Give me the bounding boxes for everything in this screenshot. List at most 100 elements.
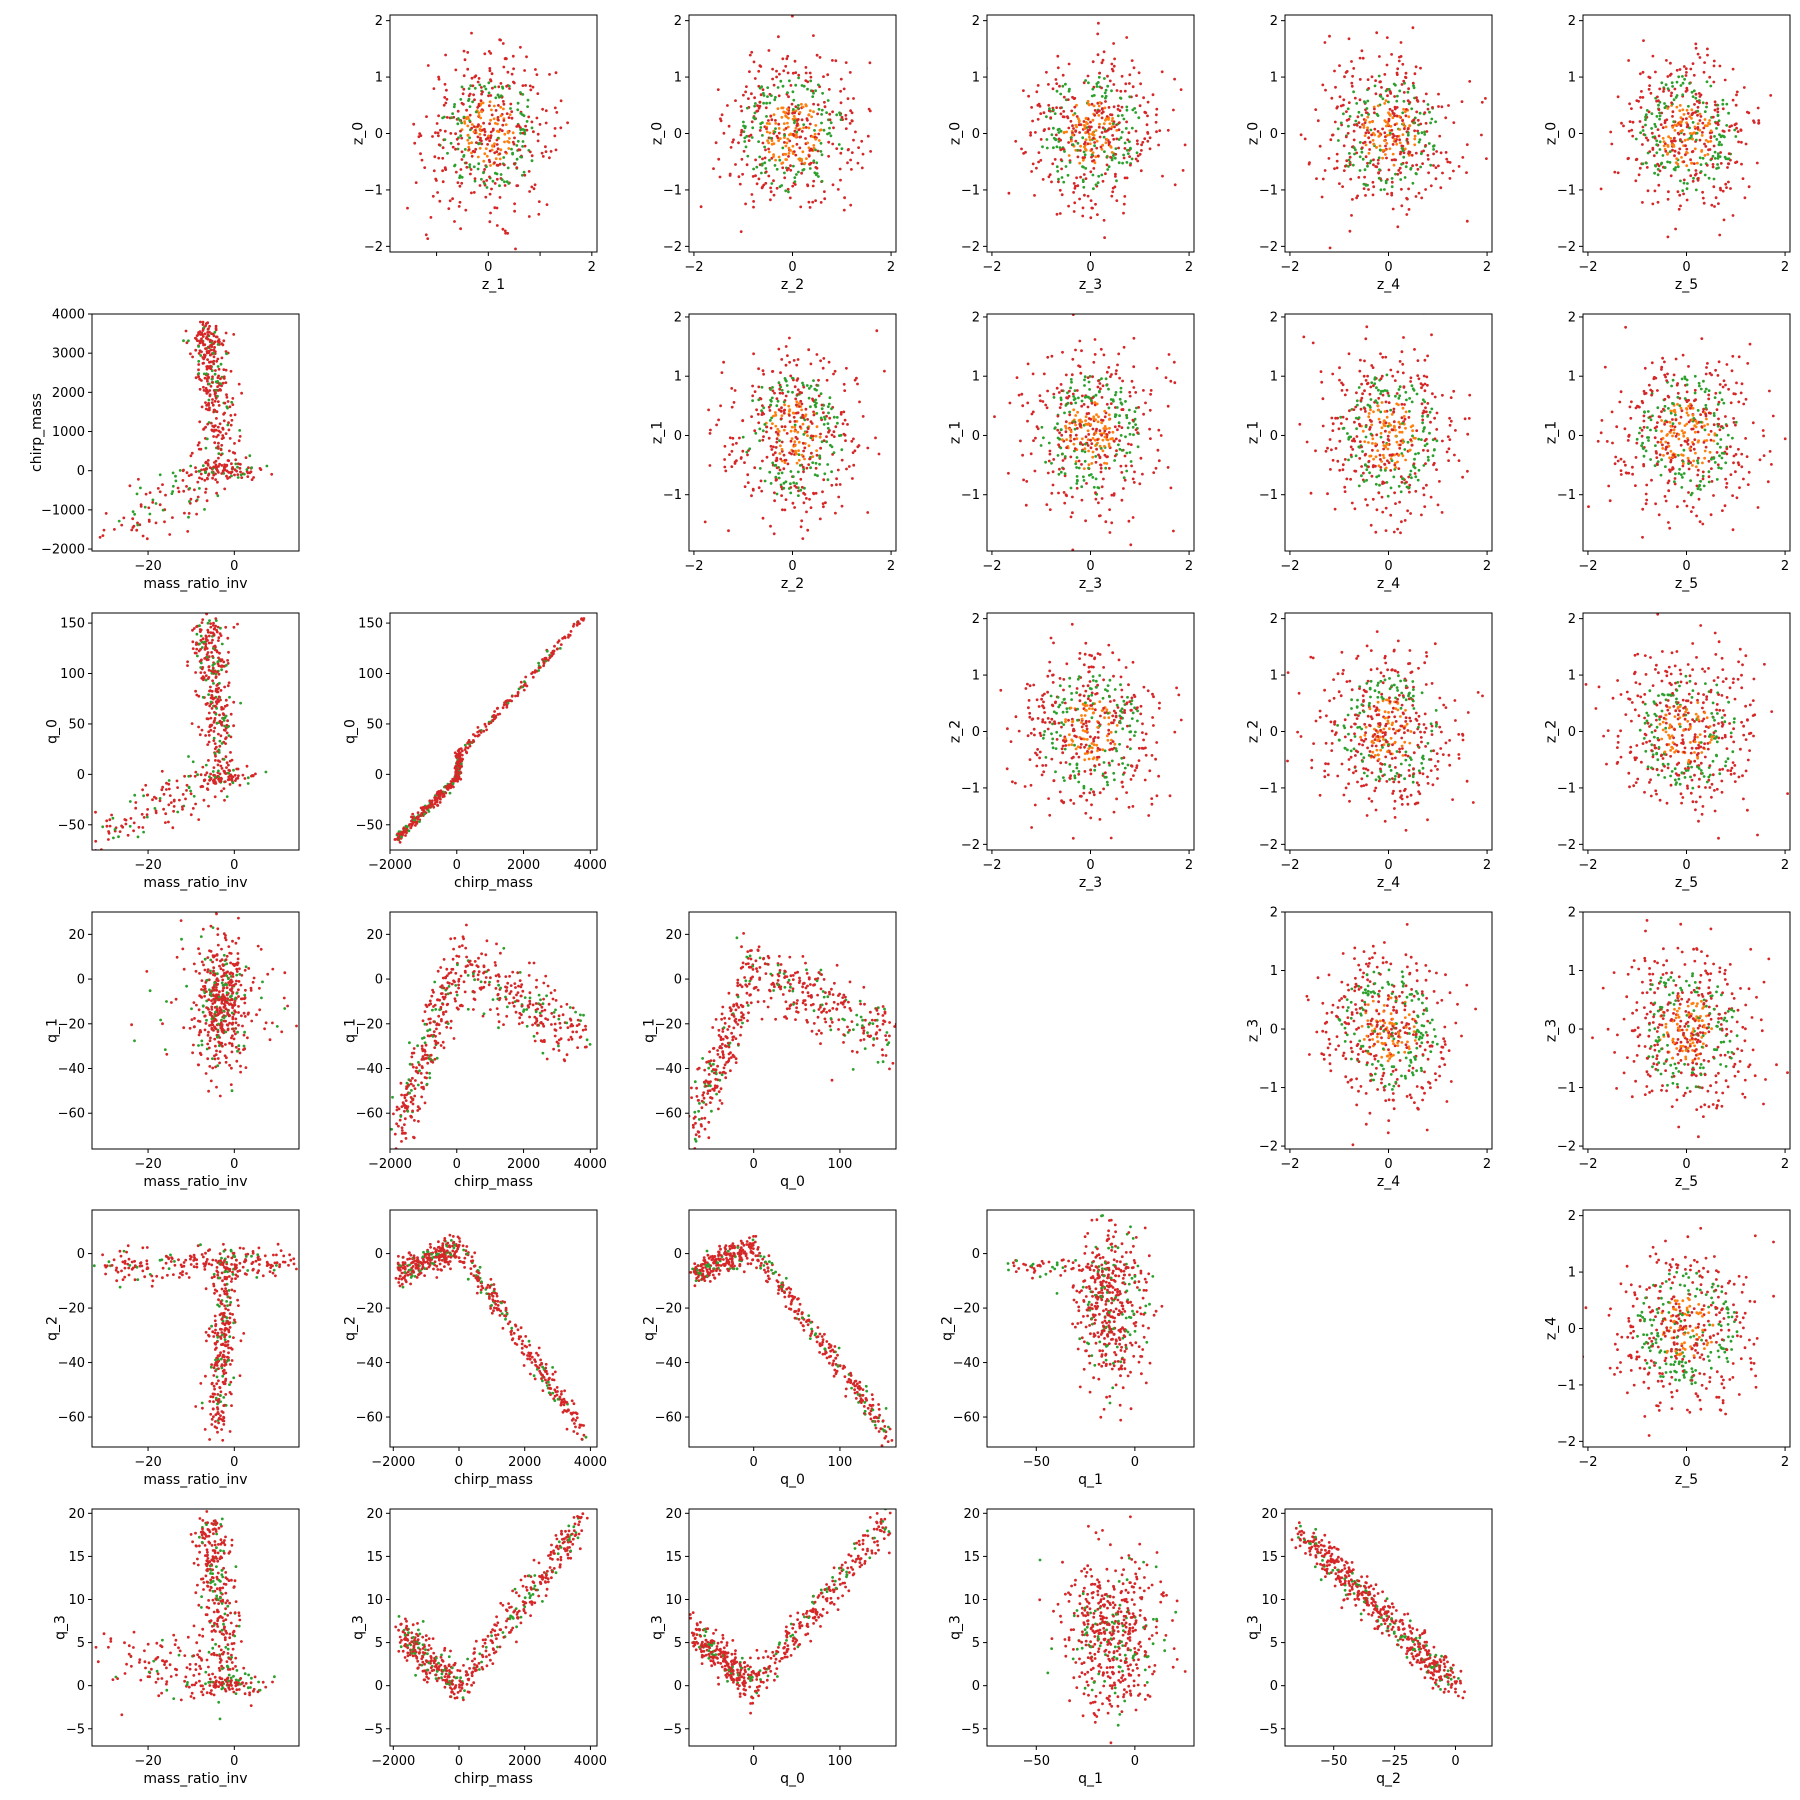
data-point bbox=[1328, 246, 1332, 250]
data-point bbox=[1457, 459, 1461, 462]
data-point bbox=[1383, 73, 1387, 76]
data-point bbox=[1058, 188, 1062, 192]
data-point bbox=[1082, 81, 1086, 85]
data-point bbox=[1357, 386, 1361, 389]
data-point bbox=[1026, 362, 1030, 366]
data-point bbox=[1089, 423, 1093, 426]
data-point bbox=[827, 140, 831, 144]
data-point bbox=[759, 479, 763, 483]
data-point bbox=[1172, 529, 1175, 533]
data-point bbox=[791, 111, 794, 115]
data-point bbox=[709, 428, 712, 432]
data-point bbox=[761, 404, 764, 407]
data-point bbox=[537, 200, 541, 204]
data-point bbox=[1338, 468, 1342, 472]
data-point bbox=[1063, 474, 1067, 478]
data-point bbox=[484, 147, 488, 151]
data-point bbox=[780, 414, 784, 417]
data-point bbox=[1096, 438, 1099, 441]
data-point bbox=[742, 130, 746, 134]
data-point bbox=[789, 149, 792, 152]
y-tick-label: 2 bbox=[972, 14, 980, 29]
data-point bbox=[1377, 474, 1381, 478]
data-point bbox=[1091, 118, 1095, 122]
data-point bbox=[468, 105, 472, 108]
data-point bbox=[1081, 214, 1085, 218]
data-point bbox=[1097, 415, 1100, 419]
data-point bbox=[519, 91, 522, 94]
data-point bbox=[1429, 184, 1433, 188]
data-point bbox=[765, 127, 768, 131]
data-point bbox=[1664, 499, 1668, 503]
data-point bbox=[1366, 161, 1369, 165]
data-point bbox=[455, 137, 459, 141]
data-point bbox=[1099, 145, 1103, 149]
data-point bbox=[1368, 405, 1372, 409]
data-point bbox=[233, 473, 236, 477]
data-point bbox=[857, 444, 861, 447]
data-point bbox=[432, 87, 436, 90]
data-point bbox=[1072, 408, 1076, 412]
data-point bbox=[772, 445, 775, 449]
data-point bbox=[1660, 111, 1664, 115]
data-point bbox=[869, 150, 872, 153]
data-point bbox=[750, 494, 753, 498]
data-point bbox=[1467, 417, 1471, 420]
data-point bbox=[762, 406, 766, 410]
scatter-points bbox=[1298, 314, 1472, 535]
data-point bbox=[1072, 395, 1075, 398]
data-point bbox=[1090, 206, 1094, 210]
data-point bbox=[795, 482, 798, 485]
data-point bbox=[1096, 101, 1100, 105]
data-point bbox=[245, 468, 249, 471]
data-point bbox=[528, 150, 532, 154]
data-point bbox=[1426, 354, 1429, 358]
data-point bbox=[800, 84, 804, 87]
data-point bbox=[777, 472, 780, 475]
data-point bbox=[782, 69, 786, 73]
data-point bbox=[225, 405, 229, 409]
data-point bbox=[760, 186, 764, 190]
data-point bbox=[86, 543, 89, 546]
data-point bbox=[1389, 408, 1393, 412]
data-point bbox=[1688, 82, 1691, 85]
data-point bbox=[1628, 120, 1632, 123]
data-point bbox=[499, 105, 503, 109]
x-tick-label: 2 bbox=[887, 260, 895, 275]
data-point bbox=[826, 426, 830, 430]
data-point bbox=[1053, 158, 1057, 161]
data-point bbox=[776, 399, 780, 403]
data-point bbox=[769, 388, 772, 391]
data-point bbox=[1014, 139, 1018, 143]
data-point bbox=[1398, 394, 1402, 398]
data-point bbox=[470, 151, 473, 155]
data-point bbox=[1710, 203, 1714, 207]
data-point bbox=[812, 110, 815, 114]
data-point bbox=[1695, 99, 1699, 103]
data-point bbox=[1691, 137, 1694, 141]
data-point bbox=[1674, 418, 1678, 422]
data-point bbox=[1136, 159, 1140, 163]
data-point bbox=[139, 505, 143, 508]
data-point bbox=[792, 164, 795, 168]
data-point bbox=[449, 132, 453, 135]
data-point bbox=[793, 506, 796, 509]
data-point bbox=[482, 121, 485, 125]
data-point bbox=[204, 491, 207, 494]
data-point bbox=[1072, 182, 1076, 185]
data-point bbox=[1392, 112, 1396, 115]
data-point bbox=[1686, 138, 1690, 141]
data-point bbox=[203, 508, 206, 511]
data-point bbox=[780, 459, 784, 463]
data-point bbox=[1128, 394, 1132, 398]
data-point bbox=[229, 369, 233, 373]
data-point bbox=[1673, 168, 1677, 172]
data-point bbox=[1369, 398, 1373, 401]
data-point bbox=[147, 518, 151, 522]
data-point bbox=[769, 482, 773, 485]
data-point bbox=[783, 176, 787, 180]
data-point bbox=[748, 53, 752, 57]
data-point bbox=[1117, 146, 1120, 150]
data-point bbox=[1095, 146, 1099, 150]
data-point bbox=[801, 381, 804, 385]
